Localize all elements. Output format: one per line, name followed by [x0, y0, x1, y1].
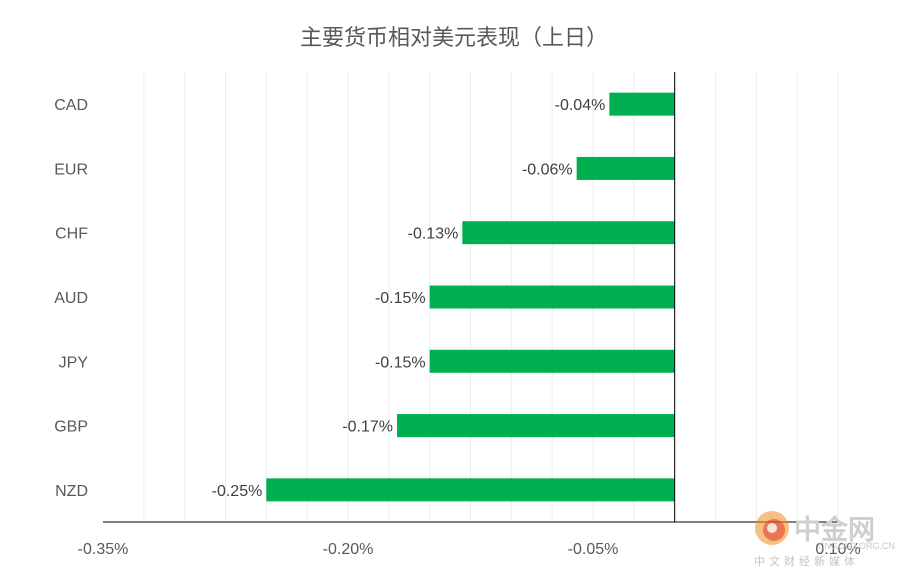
bar — [576, 156, 675, 180]
watermark-subtitle: 中文财经新媒体 — [754, 554, 859, 568]
data-label: -0.25% — [212, 483, 263, 500]
cngold-logo-icon — [755, 511, 789, 545]
x-tick-label: -0.20% — [323, 541, 374, 558]
category-labels: CAD EUR CHF AUD JPY GBP NZD — [54, 97, 88, 500]
category-label: GBP — [54, 419, 88, 436]
category-label: AUD — [54, 290, 88, 307]
bar — [609, 92, 675, 116]
x-tick-label: -0.05% — [568, 541, 619, 558]
chart-title: 主要货币相对美元表现（上日） — [300, 26, 608, 51]
data-label: -0.06% — [522, 161, 573, 178]
watermark-url: CNGOLD.ORG.CN — [818, 541, 895, 551]
data-label: -0.17% — [342, 419, 393, 436]
category-label: CAD — [54, 97, 88, 114]
category-label: CHF — [55, 226, 88, 243]
bar — [462, 221, 675, 245]
axes — [103, 72, 838, 523]
data-label: -0.13% — [408, 226, 459, 243]
category-label: NZD — [55, 483, 88, 500]
category-label: JPY — [59, 354, 89, 371]
bar — [429, 349, 675, 373]
category-label: EUR — [54, 161, 88, 178]
x-tick-labels: -0.35% -0.20% -0.05% 0.10% — [78, 541, 861, 558]
bar — [397, 414, 675, 438]
cngold-watermark: 中金网 CNGOLD.ORG.CN 中文财经新媒体 — [754, 511, 895, 568]
data-label: -0.04% — [555, 97, 606, 114]
x-tick-label: 0.10% — [815, 541, 860, 558]
data-labels: -0.04% -0.06% -0.13% -0.15% -0.15% -0.17% -0.2… — [212, 97, 606, 500]
data-label: -0.15% — [375, 354, 426, 371]
bar — [266, 478, 675, 502]
data-label: -0.15% — [375, 290, 426, 307]
bars — [266, 92, 675, 502]
watermark-brand: 中金网 — [794, 514, 875, 546]
x-tick-label: -0.35% — [78, 541, 129, 558]
bar — [429, 285, 675, 309]
